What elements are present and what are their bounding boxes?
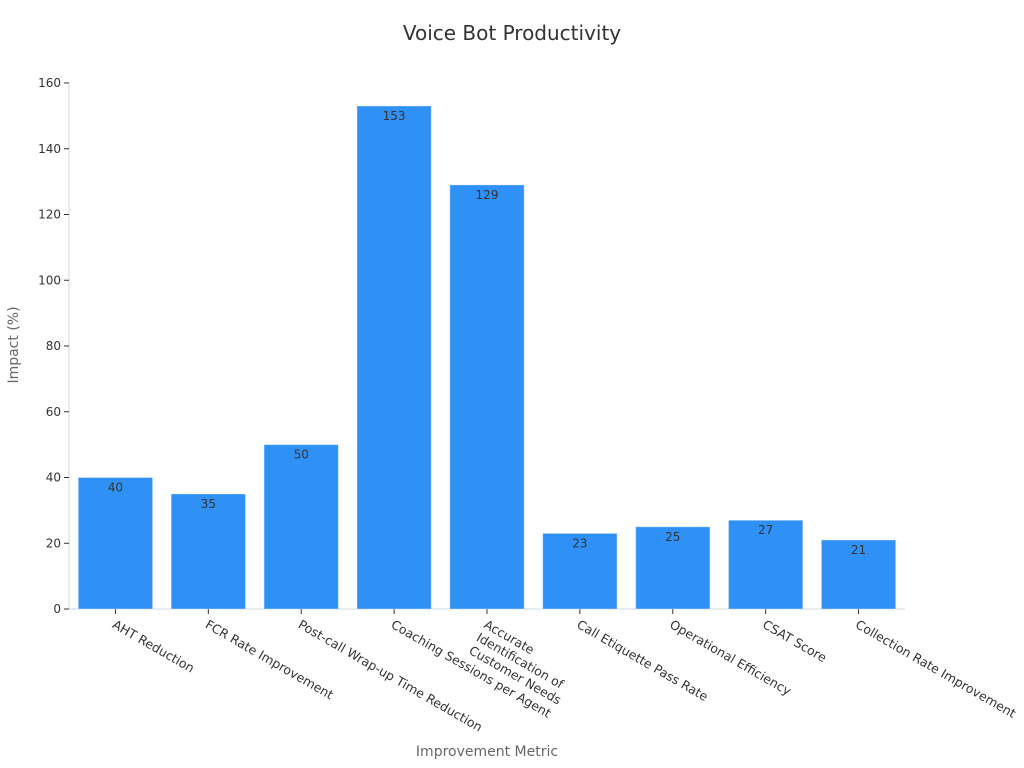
bar[interactable] [542,532,618,610]
bar[interactable] [449,184,525,610]
y-tick-label: 120 [38,208,61,222]
bar[interactable] [728,519,804,610]
x-axis-title: Improvement Metric [416,744,558,760]
x-tick-label: Collection Rate Improvement [853,617,1019,721]
bars-group [77,105,897,610]
x-axis [69,608,905,614]
data-label: 27 [758,523,773,537]
data-label: 129 [476,188,499,202]
y-tick-label: 20 [46,536,61,550]
bar[interactable] [263,444,339,610]
y-tick-label: 40 [46,471,61,485]
data-label: 35 [201,497,216,511]
x-tick-label: AHT Reduction [110,617,197,676]
data-label: 23 [572,536,587,550]
bar[interactable] [77,477,154,610]
x-tick-label: Post-call Wrap-up Time Reduction [296,617,485,735]
category-labels-group: AHT Reduction FCR Rate ImprovementPost-ca… [110,617,1019,735]
x-tick-label-line: AHT Reduction [110,617,197,676]
x-tick-label-line: CSAT Score [760,617,829,666]
bar[interactable] [820,539,897,610]
x-tick-label-line: Post-call Wrap-up Time Reduction [296,617,485,735]
y-tick-label: 100 [38,273,61,287]
y-axis-title: Impact (%) [6,306,22,383]
chart-title: Voice Bot Productivity [403,21,621,45]
bar[interactable] [635,526,711,610]
y-tick-label: 140 [38,142,61,156]
bar[interactable] [356,105,432,610]
data-label: 21 [851,543,866,557]
data-labels-group: 40 35 50 153 129 23 25 27 21 [108,109,866,557]
data-label: 50 [294,448,309,462]
y-tick-label: 80 [46,339,61,353]
data-label: 40 [108,481,123,495]
y-tick-label: 0 [53,602,61,616]
x-tick-label: CSAT Score [760,617,829,666]
y-axis: 0 20 40 60 80 100 120 140 160 [38,76,70,616]
y-tick-label: 160 [38,76,61,90]
data-label: 25 [665,530,680,544]
data-label: 153 [383,109,406,123]
y-tick-label: 60 [46,405,61,419]
bar[interactable] [170,493,246,610]
x-tick-label-line: Collection Rate Improvement [853,617,1019,721]
